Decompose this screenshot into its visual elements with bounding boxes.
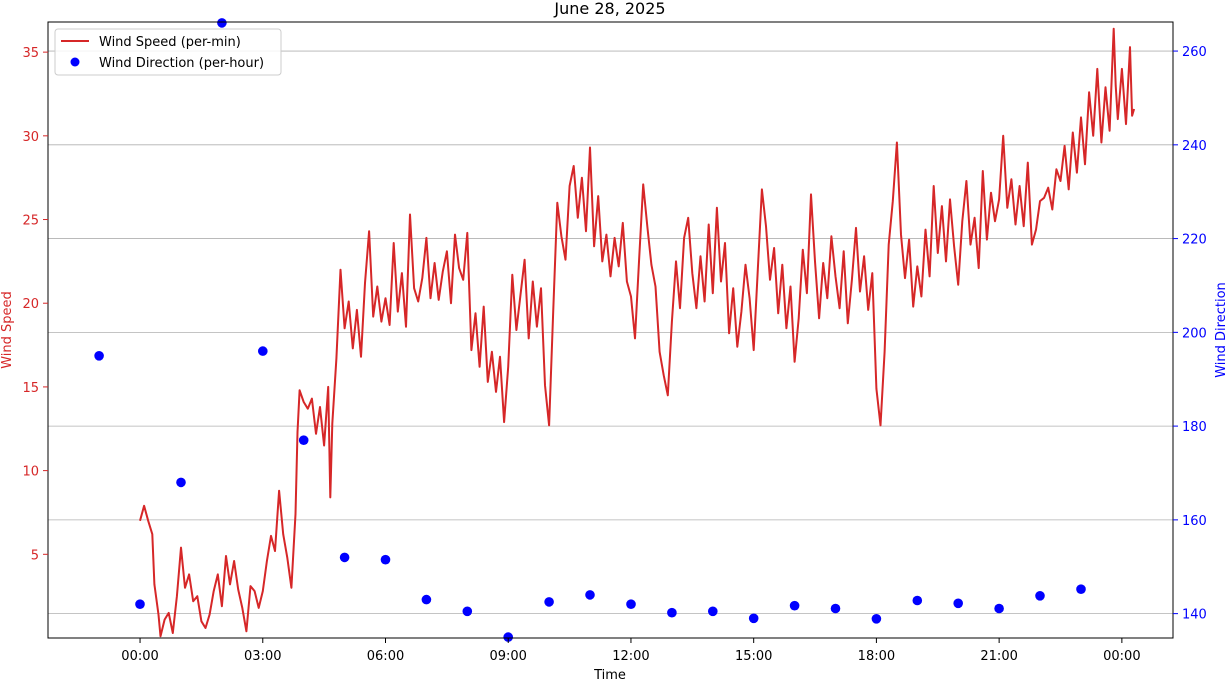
x-axis-label: Time: [593, 668, 626, 682]
wind-direction-point: [380, 554, 391, 565]
left-y-tick-label: 30: [22, 130, 39, 145]
left-y-tick-label: 35: [22, 46, 39, 61]
left-y-axis: 5 10 15 20 25 30 35: [22, 46, 48, 563]
wind-direction-point: [1035, 591, 1045, 601]
right-y-tick-label: 220: [1182, 233, 1207, 248]
wind-direction-point: [912, 595, 923, 606]
wind-direction-point: [830, 603, 841, 614]
wind-speed-line: [139, 27, 1136, 638]
wind-direction-point: [667, 607, 677, 618]
left-y-axis-label: Wind Speed: [0, 291, 15, 369]
x-axis: 00:00 03:00 06:00 09:00 12:00 15:00 18:00 21:00…: [121, 638, 1141, 664]
right-y-tick-label: 240: [1182, 139, 1207, 154]
wind-direction-point: [544, 597, 554, 607]
wind-direction-point: [94, 351, 104, 361]
x-tick-label: 15:00: [735, 649, 772, 664]
left-y-tick-label: 25: [22, 214, 39, 229]
right-y-tick-label: 260: [1182, 45, 1207, 60]
left-y-tick-label: 15: [22, 381, 39, 396]
legend-label-wind-speed: Wind Speed (per-min): [99, 35, 241, 50]
right-y-tick-label: 160: [1182, 514, 1207, 529]
x-tick-label: 18:00: [858, 649, 895, 664]
x-tick-label: 00:00: [121, 649, 158, 664]
wind-direction-point: [421, 594, 432, 605]
legend: Wind Speed (per-min) Wind Direction (per…: [54, 28, 282, 76]
legend-box: [54, 28, 282, 76]
plot-area: [48, 22, 1173, 638]
x-tick-label: 21:00: [980, 649, 1017, 664]
wind-direction-point: [626, 599, 636, 609]
legend-dot-marker: [70, 57, 80, 67]
right-y-tick-label: 140: [1182, 608, 1207, 623]
wind-direction-point: [503, 632, 513, 642]
wind-direction-point: [176, 477, 186, 488]
x-tick-label: 12:00: [612, 649, 649, 664]
wind-direction-point: [298, 435, 309, 446]
wind-direction-point: [994, 603, 1004, 614]
x-tick-label: 06:00: [367, 649, 404, 664]
wind-direction-point: [585, 590, 595, 600]
right-y-axis: 140 160 180 200 220 240 260: [1173, 45, 1207, 623]
x-tick-label: 09:00: [489, 649, 526, 664]
right-y-tick-label: 180: [1182, 420, 1207, 435]
wind-direction-point: [1076, 584, 1086, 594]
left-y-tick-label: 5: [31, 548, 39, 563]
left-y-tick-label: 10: [22, 465, 39, 480]
left-y-tick-label: 20: [22, 297, 39, 312]
wind-direction-point: [789, 600, 800, 611]
wind-direction-point: [339, 552, 350, 563]
x-tick-label: 00:00: [1103, 649, 1140, 664]
wind-direction-point: [258, 346, 268, 356]
wind-direction-point: [217, 18, 227, 28]
right-y-axis-label: Wind Direction: [1214, 282, 1229, 378]
wind-direction-point: [708, 606, 718, 617]
wind-direction-point: [953, 598, 963, 609]
plot-frame: [47, 21, 1174, 639]
wind-direction-point: [135, 599, 145, 609]
wind-direction-point: [748, 613, 759, 624]
chart-title: June 28, 2025: [553, 0, 665, 18]
right-y-tick-label: 200: [1182, 326, 1207, 341]
legend-label-wind-direction: Wind Direction (per-hour): [99, 56, 264, 71]
wind-direction-point: [462, 606, 473, 617]
wind-direction-point: [871, 614, 882, 624]
x-tick-label: 03:00: [244, 649, 281, 664]
wind-direction-series: [94, 18, 1086, 642]
wind-speed-series: [139, 27, 1136, 638]
